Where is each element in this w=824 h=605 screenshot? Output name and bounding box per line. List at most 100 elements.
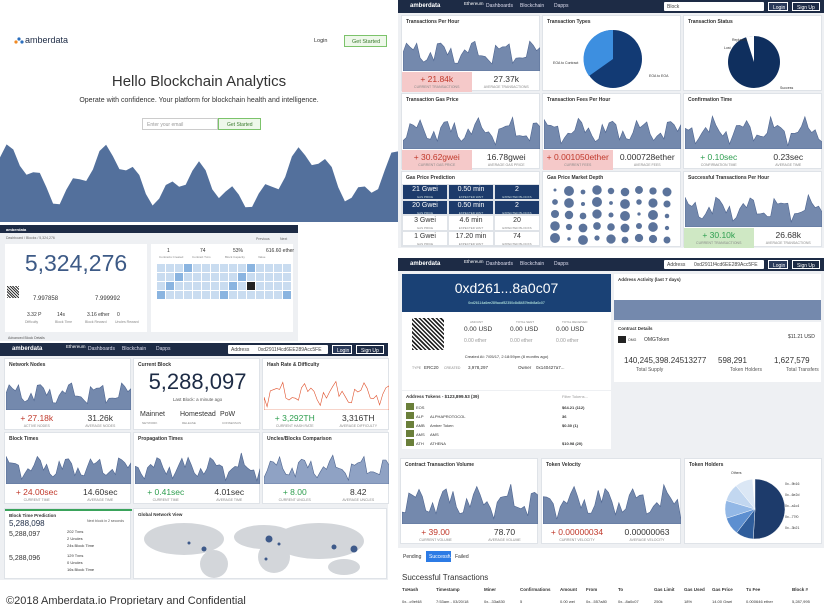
panel-title: Transaction Gas Price [406,97,459,103]
panel-title: Successful Transactions Per Hour [688,175,770,181]
stat: + 30.10k CURRENT TRANSACTIONS [684,228,754,248]
tx-square [211,264,219,272]
login-button[interactable]: Login [768,2,788,11]
tx-square [229,264,237,272]
stat: 14.60sec AVERAGE TIME [69,485,133,505]
pie-label: 0x...3b21 [785,526,800,530]
nav-item[interactable]: Dashboards [486,261,513,267]
panel: Current Block 5,288,097 Last Block: a minu… [133,358,260,430]
tx-square [229,282,237,290]
token-symbol: AMB [416,422,425,428]
prediction-cell: 17.20 min EXPECTED WAIT [448,230,494,246]
nav-item[interactable]: Blockchain [520,3,545,9]
advanced-link[interactable]: Advanced Block Details [8,336,45,340]
signup-button[interactable]: Sign Up [792,260,820,269]
hero-title: Hello Blockchain Analytics [111,73,287,90]
tx-square [157,264,165,272]
stat-label: AVERAGE TIME [216,498,243,502]
nav-item[interactable]: Dashboards [88,346,115,352]
nav-item[interactable]: Dapps [156,346,171,352]
depth-bubble [607,187,615,195]
stat-label: CURRENT TIME [152,498,179,502]
activity-area [614,300,821,320]
email-input[interactable]: Enter your email [142,118,218,130]
stat-label: AVERAGE UNCLES [342,498,375,502]
token-card: AMOUNT 0.00 USD 0.00 ether TOTAL SENT 0.00 U… [402,312,611,390]
tx-square [238,291,246,299]
tx-square [265,273,273,281]
stat-value: + 3,292TH [274,413,315,423]
login-link[interactable]: Login [314,38,328,44]
tx-cell: 0x...557a80 [586,599,607,604]
next-link[interactable]: Next [280,237,288,241]
node-dot [265,535,273,543]
stat-label: AVERAGE NODES [85,424,116,428]
token-name: AMS [430,431,439,437]
balance-label: TOTAL SENT [516,320,535,324]
panel: Uncles/Blocks Comparison + 8.00 CURRENT UN… [262,432,389,504]
tx-square [238,273,246,281]
panel: Transactions Per Hour + 21.84k CURRENT TRA… [401,15,542,92]
search-box[interactable]: Address 0xd2911f4cd6EE289Acc5FE [664,260,764,269]
stat: 8.42 AVERAGE UNCLES [327,485,391,505]
tab[interactable]: Failed [452,551,477,562]
stat: + 30.62gwei CURRENT GAS PRICE [402,150,472,170]
depth-bubble [649,187,657,195]
stat-label: CURRENT TRANSACTIONS [696,241,742,245]
prediction-cell: 2 EXPECTED BLOCKS [494,199,540,215]
balance-usd: 0.00 USD [464,326,493,333]
summary-value: 74 [200,248,206,254]
depth-bubble [552,199,558,205]
block-hash: 7.997858 [33,296,59,302]
nav-item[interactable]: Blockchain [122,346,147,352]
token-filter[interactable]: Filter Tokens... [562,394,588,399]
pie-label: Lost [724,46,731,50]
prediction-label: EXPECTED WAIT [458,195,484,199]
login-button[interactable]: Login [768,260,788,269]
owner-label: Owner [518,365,532,370]
tab[interactable]: Successful [426,551,453,562]
stat: + 8.00 CURRENT UNCLES [263,485,327,505]
nav-item[interactable]: Dapps [554,3,569,9]
type-label: TYPE [412,366,422,370]
cta-button[interactable]: Get Started [344,35,387,47]
qr-code [7,286,19,298]
token-amount: $10.98 (20) [562,440,583,446]
submit-label: Get Started [227,122,253,128]
tx-square [274,291,282,299]
logo-dot [17,37,21,41]
search-box[interactable]: Address 0xd2911f4cd6EE289Acc5FE [228,345,328,354]
stat: 27.37k AVERAGE TRANSACTIONS [472,72,542,92]
tx-cell: 0.000646 ether [746,599,773,604]
panel: Transaction Fees Per Hour + 0.001050ether… [542,93,681,170]
nav-item[interactable]: Dashboards [486,3,513,9]
token-icon [406,421,414,428]
login-button[interactable]: Login [332,345,352,354]
balance-label: TOTAL RECEIVED [562,320,588,324]
nav-item[interactable]: Blockchain [520,261,545,267]
depth-bubble [550,209,560,219]
signup-button[interactable]: Sign Up [792,2,820,11]
token-icon [406,430,414,437]
stat-value: + 0.001050ether [546,152,609,162]
area-shape [403,116,540,149]
tx-square [229,291,237,299]
depth-bubble [564,210,574,220]
submit-button[interactable]: Get Started [218,118,261,130]
next-note: Next block in 2 seconds [87,519,124,523]
search-box[interactable]: Block [664,2,764,11]
prediction-value: 20 [513,217,521,224]
token-amount: 36 [562,413,567,419]
details-card: Contract Details OMG OMGToken $11.21 USD 140… [614,322,821,382]
depth-bubble [648,222,658,232]
stat-value: 26.68k [775,230,802,240]
signup-button[interactable]: Sign Up [356,345,384,354]
tx-cell: 0x...33a830 [484,599,505,604]
prediction-value: 3 Gwei [414,217,436,224]
nav-item[interactable]: Dapps [554,261,569,267]
stat-value: 3,316TH [341,413,375,423]
block-stat-label: Uncles Reward [115,320,139,324]
prev-link[interactable]: Previous [256,237,270,241]
tab[interactable]: Pending [400,551,425,562]
area-chart [402,484,538,524]
